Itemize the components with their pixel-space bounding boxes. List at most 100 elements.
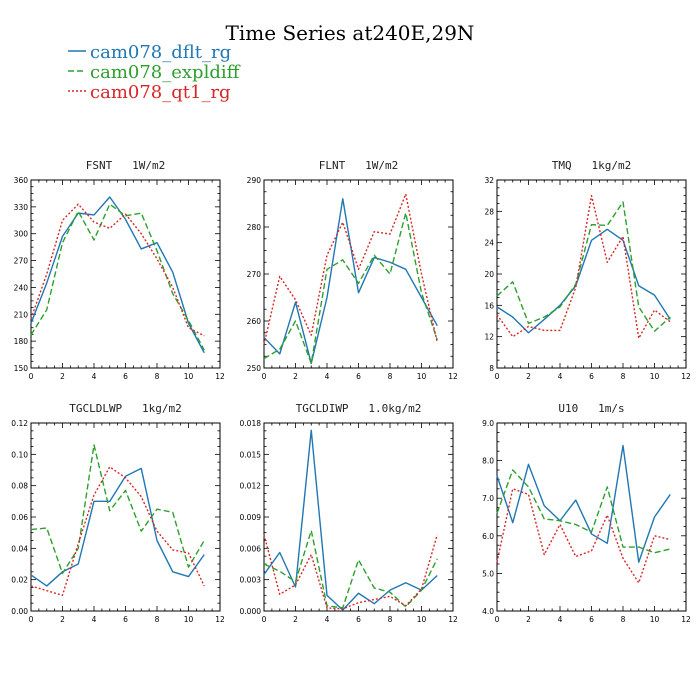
x-tick-label: 10: [417, 615, 427, 624]
x-tick-label: 2: [293, 615, 298, 624]
panel-title-fsnt: FSNT 1W/m2: [86, 159, 165, 172]
legend: cam078_dflt_rgcam078_expldiffcam078_qt1_…: [68, 42, 241, 103]
x-tick-label: 2: [526, 372, 531, 381]
y-tick-label: 240: [14, 283, 29, 292]
x-tick-label: 12: [215, 615, 225, 624]
panel-fsnt: FSNT 1W/m2 0 2 4 6 8 10 12 150 180 210 240 270 300 330…: [14, 159, 225, 381]
panel-title-u10: U10 1m/s: [558, 402, 624, 415]
x-tick-label: 12: [215, 372, 225, 381]
x-tick-label: 4: [92, 372, 97, 381]
series-line-cam078-qt1-rg: [30, 203, 205, 337]
y-tick-label: 0.10: [11, 450, 28, 459]
y-tick-label: 330: [14, 203, 29, 212]
legend-label-cam078-expldiff: cam078_expldiff: [90, 62, 241, 83]
series-line-cam078-expldiff: [496, 201, 671, 332]
x-tick-label: 12: [448, 372, 458, 381]
x-tick-label: 10: [417, 372, 427, 381]
panel-title-flnt: FLNT 1W/m2: [319, 159, 398, 172]
x-tick-label: 10: [184, 615, 194, 624]
series-line-cam078-expldiff: [496, 469, 671, 554]
x-tick-label: 6: [589, 372, 594, 381]
series-line-cam078-expldiff: [263, 212, 438, 364]
y-tick-label: 16: [484, 301, 494, 310]
x-tick-label: 4: [558, 615, 563, 624]
x-tick-label: 12: [681, 372, 691, 381]
legend-label-cam078-dflt-rg: cam078_dflt_rg: [90, 42, 231, 63]
series-line-cam078-qt1-rg: [263, 193, 438, 345]
y-tick-label: 270: [247, 270, 262, 279]
series-line-cam078-dflt-rg: [496, 228, 671, 334]
panel-title-tgcldiwp: TGCLDIWP 1.0kg/m2: [296, 402, 422, 415]
y-tick-label: 0.006: [240, 544, 262, 553]
y-tick-label: 180: [14, 337, 29, 346]
y-tick-label: 9.0: [482, 419, 494, 428]
x-tick-label: 8: [155, 372, 160, 381]
legend-label-cam078-qt1-rg: cam078_qt1_rg: [90, 82, 231, 103]
panel-tgcldiwp: TGCLDIWP 1.0kg/m2 0 2 4 6 8 10 12 0.000 0.003 0.00…: [240, 402, 458, 624]
y-tick-label: 0.00: [11, 607, 28, 616]
y-tick-label: 8: [489, 364, 494, 373]
y-tick-label: 4.0: [482, 607, 494, 616]
panel-u10: U10 1m/s 0 2 4 6 8 10 12 4.0 5.0 6.0 7.0 8.0 9.0: [482, 402, 691, 624]
x-tick-label: 4: [92, 615, 97, 624]
x-tick-label: 2: [526, 615, 531, 624]
y-tick-label: 260: [247, 317, 262, 326]
y-tick-label: 5.0: [482, 569, 494, 578]
x-tick-label: 0: [495, 372, 500, 381]
x-tick-label: 10: [650, 372, 660, 381]
y-tick-label: 12: [484, 333, 494, 342]
x-tick-label: 0: [262, 615, 267, 624]
y-tick-label: 0.000: [240, 607, 262, 616]
series-line-cam078-dflt-rg: [30, 467, 205, 587]
x-tick-label: 6: [589, 615, 594, 624]
y-tick-label: 210: [14, 310, 29, 319]
series-line-cam078-expldiff: [30, 444, 205, 575]
y-tick-label: 270: [14, 257, 29, 266]
x-tick-label: 12: [448, 615, 458, 624]
series-line-cam078-qt1-rg: [263, 534, 438, 610]
series-line-cam078-dflt-rg: [496, 444, 671, 563]
y-tick-label: 0.06: [11, 513, 28, 522]
series-line-cam078-expldiff: [263, 529, 438, 609]
y-tick-label: 0.009: [240, 513, 262, 522]
series-line-cam078-dflt-rg: [263, 198, 438, 364]
y-tick-label: 0.018: [240, 419, 262, 428]
panel-tgcldlwp: TGCLDLWP 1kg/m2 0 2 4 6 8 10 12 0.00 0.02 0.04 0.06…: [11, 402, 225, 624]
y-tick-label: 0.02: [11, 576, 28, 585]
series-line-cam078-dflt-rg: [30, 196, 205, 354]
y-tick-label: 280: [247, 223, 262, 232]
x-tick-label: 4: [558, 372, 563, 381]
y-tick-label: 20: [484, 270, 494, 279]
series-line-cam078-dflt-rg: [263, 429, 438, 611]
panel-title-tmq: TMQ 1kg/m2: [552, 159, 631, 172]
y-tick-label: 300: [14, 230, 29, 239]
y-tick-label: 0.08: [11, 482, 28, 491]
x-tick-label: 2: [293, 372, 298, 381]
figure-title: Time Series at240E,29N: [226, 21, 475, 45]
x-tick-label: 0: [495, 615, 500, 624]
y-tick-label: 360: [14, 176, 29, 185]
x-tick-label: 0: [29, 615, 34, 624]
y-tick-label: 32: [484, 176, 494, 185]
y-tick-label: 0.012: [240, 482, 262, 491]
x-tick-label: 4: [325, 372, 330, 381]
panels: FSNT 1W/m20 2 4 6 8 10 12150180210240270300330…: [11, 159, 691, 624]
x-tick-label: 6: [123, 615, 128, 624]
panel-flnt: FLNT 1W/m2 0 2 4 6 8 10 12 250 260 270 280 290: [247, 159, 458, 381]
y-tick-label: 150: [14, 364, 29, 373]
x-tick-label: 8: [155, 615, 160, 624]
y-tick-label: 7.0: [482, 494, 494, 503]
y-tick-label: 28: [484, 207, 494, 216]
y-tick-label: 0.003: [240, 576, 262, 585]
y-tick-label: 8.0: [482, 457, 494, 466]
series-line-cam078-qt1-rg: [496, 488, 671, 584]
y-tick-label: 250: [247, 364, 262, 373]
y-tick-label: 6.0: [482, 532, 494, 541]
y-tick-label: 290: [247, 176, 262, 185]
x-tick-label: 10: [650, 615, 660, 624]
x-tick-label: 8: [621, 615, 626, 624]
x-tick-label: 8: [621, 372, 626, 381]
